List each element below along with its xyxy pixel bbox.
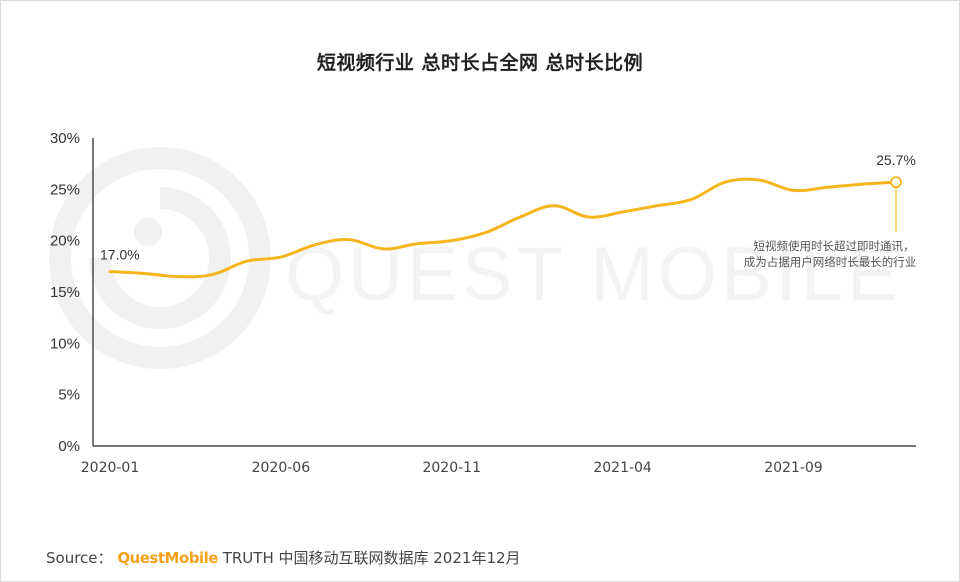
- y-tick-label: 15%: [50, 284, 80, 301]
- x-tick-label: 2021-04: [593, 460, 652, 476]
- y-tick-label: 25%: [50, 181, 80, 198]
- y-tick-label: 10%: [50, 335, 80, 352]
- source-text: TRUTH 中国移动互联网数据库 2021年12月: [217, 549, 521, 567]
- x-tick-labels: 2020-01 2020-06 2020-11 2021-04 2021-09: [81, 460, 823, 476]
- series-line: [108, 177, 898, 279]
- end-value-label: 25.7%: [876, 152, 916, 168]
- x-tick-label: 2021-09: [764, 460, 823, 476]
- y-tick-label: 5%: [58, 387, 80, 404]
- y-tick-label: 0%: [58, 438, 80, 455]
- x-tick-label: 2020-11: [422, 460, 481, 476]
- source-prefix: Source：: [46, 549, 113, 567]
- start-value-label: 17.0%: [100, 246, 140, 262]
- y-tick-label: 30%: [50, 130, 80, 147]
- x-tick-label: 2020-01: [81, 460, 140, 476]
- watermark-logo-icon: [49, 147, 271, 369]
- end-point-marker[interactable]: [890, 176, 902, 189]
- y-tick-label: 20%: [50, 233, 80, 250]
- chart-title: 短视频行业 总时长占全网 总时长比例: [316, 52, 644, 74]
- annotation-line-1: 短视频使用时长超过即时通讯，: [754, 239, 915, 253]
- watermark-text: QUEST MOBILE: [285, 232, 902, 317]
- x-tick-label: 2020-06: [252, 460, 311, 476]
- y-tick-labels: 0% 5% 10% 15% 20% 25% 30%: [50, 130, 80, 455]
- annotation-line-2: 成为占据用户网络时长最长的行业: [744, 255, 917, 269]
- source-note: Source： QuestMobile TRUTH 中国移动互联网数据库 202…: [46, 547, 521, 568]
- source-brand: QuestMobile: [117, 549, 218, 567]
- watermark-dot-icon: [134, 218, 162, 246]
